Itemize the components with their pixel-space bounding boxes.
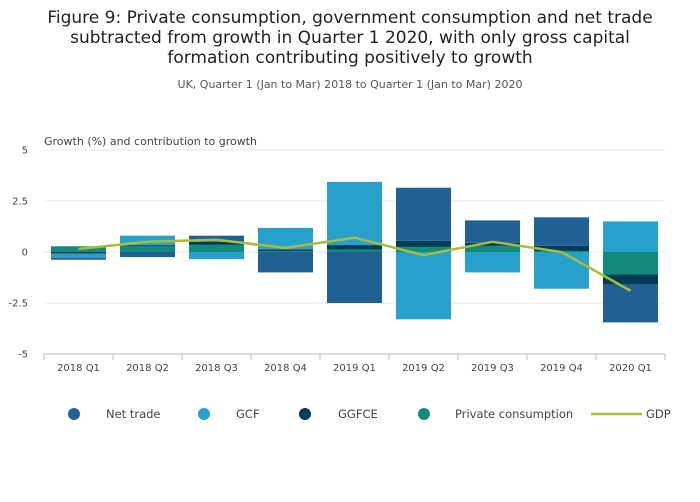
bar-gcf <box>120 235 175 245</box>
x-tick-label: 2018 Q3 <box>195 363 238 374</box>
chart-title-line-1: Figure 9: Private consumption, governmen… <box>47 8 653 28</box>
bar-private-consumption <box>189 244 244 252</box>
chart-title-line-3: formation contributing positively to gro… <box>167 48 533 68</box>
bar-private-consumption <box>120 245 175 252</box>
bar-gcf <box>465 252 520 273</box>
bar-net-trade <box>534 217 589 246</box>
bar-ggfce <box>51 252 106 254</box>
chart-subtitle: UK, Quarter 1 (Jan to Mar) 2018 to Quart… <box>177 78 523 91</box>
x-tick-label: 2019 Q2 <box>402 363 445 374</box>
chart-title-line-2: subtracted from growth in Quarter 1 2020… <box>70 28 630 48</box>
x-tick-label: 2018 Q2 <box>126 363 169 374</box>
bar-private-consumption <box>603 252 658 275</box>
legend-marker-net-trade <box>68 408 80 420</box>
bar-ggfce <box>327 245 382 250</box>
bar-net-trade <box>603 284 658 323</box>
chart-title: Figure 9: Private consumption, governmen… <box>0 8 700 68</box>
x-tick-label: 2018 Q4 <box>264 363 307 374</box>
bar-gcf <box>258 227 313 250</box>
y-tick-label: 5 <box>22 146 28 157</box>
bar-net-trade <box>396 187 451 241</box>
y-axis-label: Growth (%) and contribution to growth <box>44 135 257 148</box>
bar-ggfce <box>189 241 244 245</box>
x-tick-label: 2019 Q3 <box>471 363 514 374</box>
bar-private-consumption <box>51 246 106 252</box>
bar-ggfce <box>396 240 451 247</box>
x-tick-label: 2020 Q1 <box>609 363 652 374</box>
bar-gcf <box>534 252 589 289</box>
y-tick-label: 2.5 <box>12 197 28 208</box>
bar-private-consumption <box>396 246 451 252</box>
legend-label-net-trade: Net trade <box>106 407 161 421</box>
y-tick-label: 0 <box>22 248 28 259</box>
bar-ggfce <box>120 244 175 246</box>
bar-net-trade <box>51 257 106 260</box>
bar-private-consumption <box>327 249 382 252</box>
bar-net-trade <box>258 252 313 273</box>
bar-gcf <box>327 181 382 246</box>
bar-ggfce <box>534 245 589 251</box>
y-tick-label: -2.5 <box>8 299 28 310</box>
legend-label-gcf: GCF <box>236 407 260 421</box>
bar-ggfce <box>603 274 658 285</box>
bar-gcf <box>603 221 658 252</box>
bar-private-consumption <box>465 245 520 252</box>
legend-marker-gcf <box>198 408 210 420</box>
bar-ggfce <box>258 249 313 251</box>
legend-marker-ggfce <box>299 408 311 420</box>
x-tick-label: 2019 Q4 <box>540 363 583 374</box>
legend-label-ggfce: GGFCE <box>338 407 378 421</box>
bar-private-consumption <box>258 250 313 252</box>
bar-ggfce <box>465 242 520 246</box>
bar-net-trade <box>465 220 520 243</box>
bar-gcf <box>396 252 451 320</box>
bar-gcf <box>51 253 106 258</box>
legend-label-gdp: GDP <box>646 407 671 421</box>
bar-net-trade <box>327 252 382 303</box>
bar-gcf <box>189 252 244 260</box>
x-tick-label: 2018 Q1 <box>57 363 100 374</box>
bar-net-trade <box>120 252 175 258</box>
legend-label-private-consumption: Private consumption <box>455 407 573 421</box>
legend-marker-private-consumption <box>418 408 430 420</box>
y-tick-label: -5 <box>18 350 28 361</box>
x-tick-label: 2019 Q1 <box>333 363 376 374</box>
